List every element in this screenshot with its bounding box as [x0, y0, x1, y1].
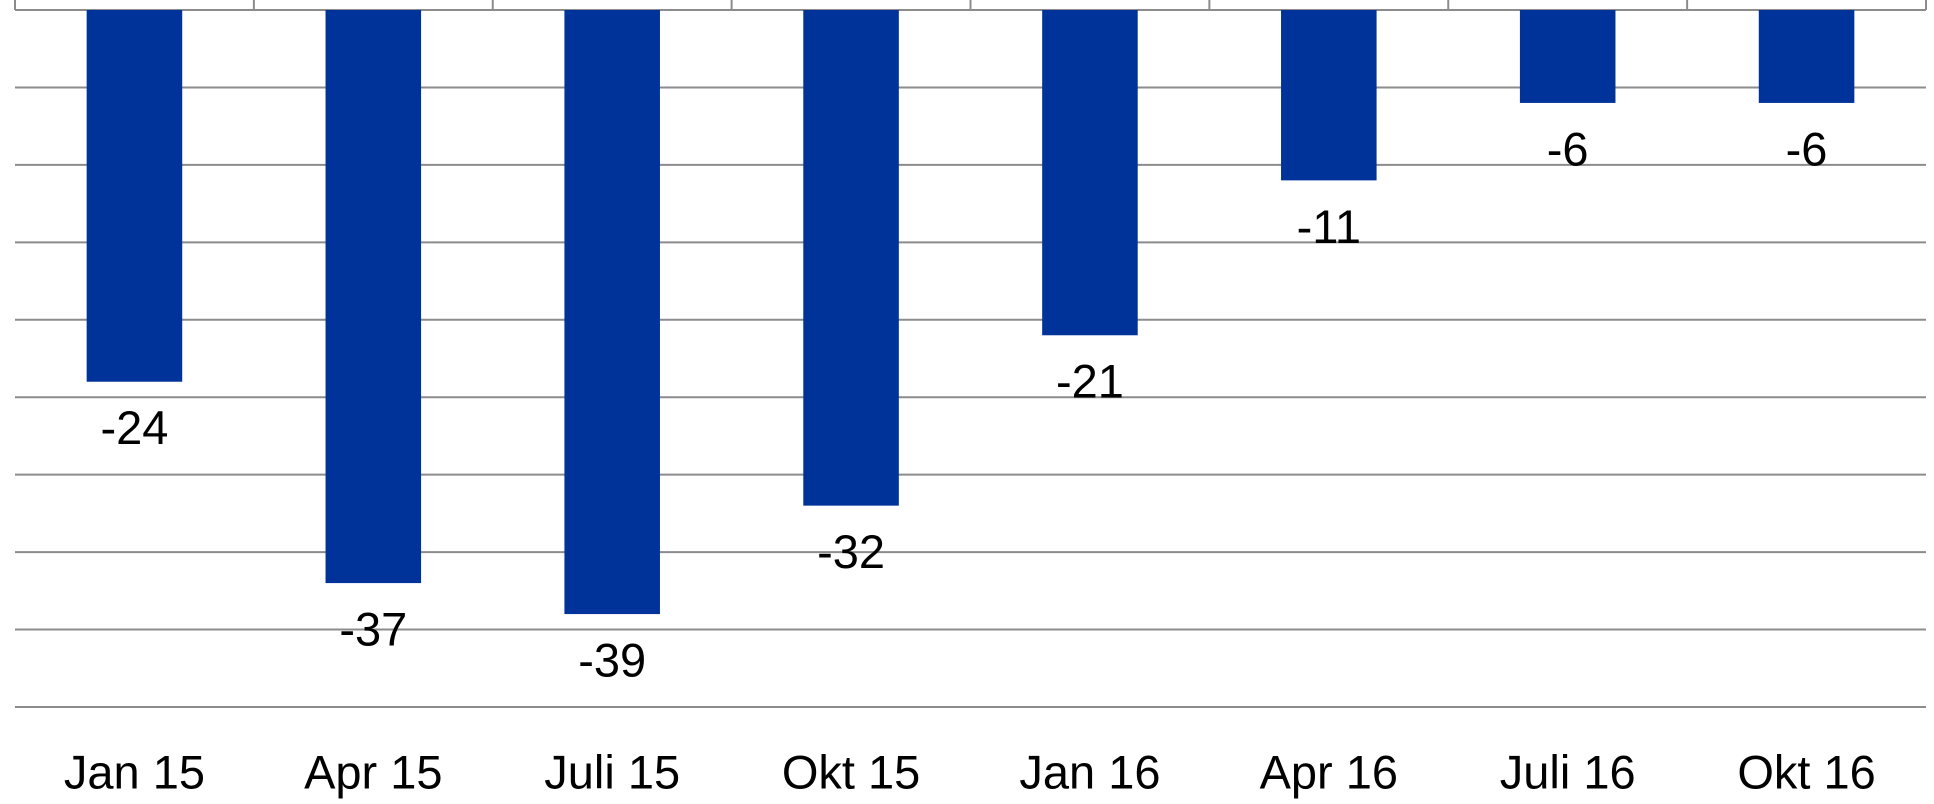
bar [803, 10, 899, 506]
x-tick-label: Okt 16 [1737, 745, 1875, 798]
x-tick-label: Juli 15 [544, 745, 680, 798]
data-label: -21 [1056, 355, 1124, 408]
bar [1758, 10, 1855, 103]
bar [1281, 10, 1377, 181]
bar [1519, 10, 1616, 103]
data-label: -32 [817, 525, 885, 578]
data-label: -24 [100, 401, 168, 454]
x-tick-label: Jan 15 [64, 745, 205, 798]
bar [325, 10, 422, 584]
x-tick-label: Apr 15 [304, 745, 442, 798]
x-tick-label: Jan 16 [1019, 745, 1160, 798]
data-label: -37 [339, 603, 407, 656]
data-label: -39 [578, 633, 646, 686]
x-tick-label: Okt 15 [782, 745, 920, 798]
bar [564, 10, 660, 615]
x-tick-label: Apr 16 [1260, 745, 1398, 798]
data-label: -6 [1786, 122, 1828, 175]
x-tick-label: Juli 16 [1500, 745, 1636, 798]
bar [1042, 10, 1138, 336]
data-label: -6 [1547, 122, 1589, 175]
data-label: -11 [1297, 200, 1361, 253]
bar [86, 10, 183, 382]
